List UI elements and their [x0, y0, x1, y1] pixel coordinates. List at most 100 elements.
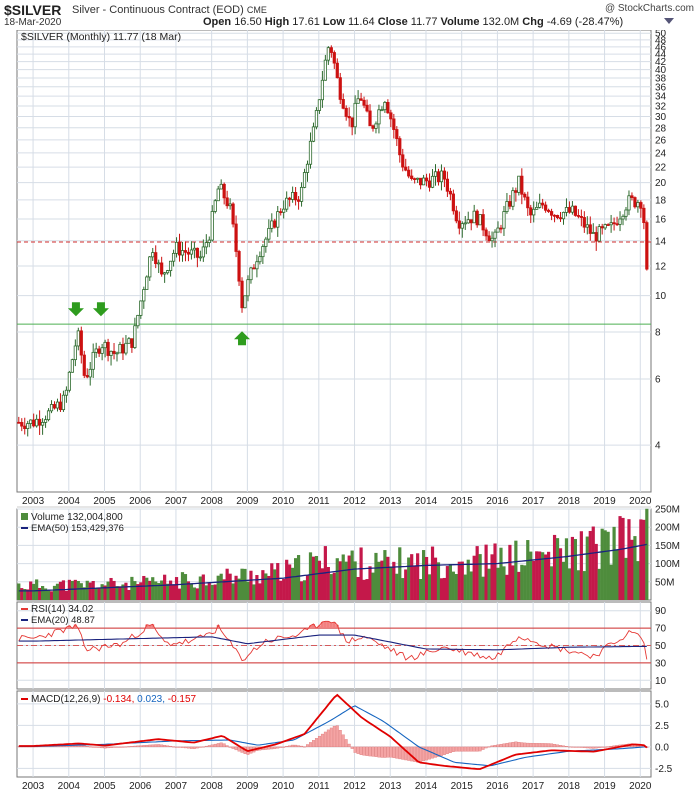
macd-histogram-bar — [481, 746, 485, 750]
volume-bar — [311, 556, 316, 600]
volume-bar — [296, 555, 301, 600]
candle-body — [38, 418, 42, 426]
volume-bar — [26, 589, 30, 600]
volume-bar — [222, 579, 226, 600]
macd-histogram-bar — [457, 746, 461, 752]
candle-body — [127, 338, 131, 344]
candle-body — [285, 197, 289, 210]
volume-bar — [365, 579, 369, 600]
volume-bar — [317, 560, 322, 600]
volume-bar — [383, 550, 387, 600]
macd-histogram-bar — [392, 746, 396, 759]
candle-body — [374, 123, 378, 129]
macd-histogram-bar — [329, 727, 333, 748]
volume-bar — [615, 549, 619, 600]
candle-body — [645, 222, 649, 270]
candle-body — [32, 419, 36, 427]
candle-body — [204, 242, 208, 248]
macd-histogram-bar — [166, 745, 170, 748]
volume-bar — [505, 574, 509, 600]
macd-histogram-bar — [184, 746, 187, 749]
macd-histogram-bar — [603, 746, 607, 748]
macd-histogram-bar — [600, 746, 604, 748]
macd-histogram-bar — [585, 746, 589, 749]
candle-body — [49, 404, 54, 412]
macd-histogram-bar — [475, 746, 479, 752]
candle-body — [335, 62, 339, 79]
macd-histogram-bar — [300, 745, 304, 748]
macd-histogram-bar — [231, 746, 235, 749]
volume-bar — [341, 554, 345, 600]
macd-histogram-bar — [499, 743, 503, 748]
candle-body — [573, 205, 577, 216]
candle-body — [240, 280, 244, 309]
macd-histogram-bar — [487, 746, 491, 748]
exchange-text: CME — [246, 5, 267, 15]
volume-bar — [374, 552, 378, 600]
macd-histogram-bar — [338, 730, 342, 748]
candle-body — [514, 190, 518, 193]
macd-histogram-bar — [362, 746, 366, 756]
candle-body — [210, 211, 214, 241]
volume-bar — [288, 564, 292, 600]
volume-bar — [392, 561, 396, 600]
candle-body — [320, 79, 324, 101]
volume-bar — [261, 570, 265, 600]
candle-body — [508, 201, 512, 207]
volume-bar — [532, 560, 536, 600]
volume-bar — [291, 567, 295, 600]
macd-histogram-bar — [157, 744, 161, 748]
candle-body — [424, 177, 429, 182]
candle-body — [427, 180, 432, 188]
macd-histogram-bar — [398, 746, 402, 760]
candle-body — [377, 109, 381, 125]
volume-y-tick-label: 100M — [655, 559, 680, 570]
low-value: 11.64 — [347, 16, 375, 28]
candle-body — [344, 107, 348, 117]
candle-body — [222, 183, 226, 199]
macd-histogram-bar — [490, 745, 494, 748]
candle-body — [392, 118, 396, 130]
macd-histogram-bar — [505, 742, 509, 748]
macd-histogram-bar — [547, 743, 551, 748]
candle-body — [323, 59, 327, 81]
price-y-tick-label: 16 — [655, 215, 667, 226]
macd-histogram-bar — [419, 746, 423, 763]
volume-bar — [427, 574, 432, 600]
rsi-y-tick-label: 90 — [655, 606, 667, 617]
macd-histogram-bar — [276, 746, 280, 749]
candle-body — [317, 99, 322, 111]
macd-histogram-bar — [186, 746, 190, 749]
volume-bar — [204, 585, 208, 600]
dropdown-triangle-icon[interactable] — [664, 18, 674, 24]
macd-histogram-bar — [320, 733, 324, 748]
x-tick-label-bottom: 2017 — [522, 781, 545, 792]
x-tick-label-bottom: 2018 — [558, 781, 581, 792]
macd-histogram-bar — [204, 745, 208, 748]
volume-bar — [517, 571, 521, 600]
candle-body — [523, 193, 527, 198]
volume-y-tick-label: 250M — [655, 505, 680, 516]
volume-bar — [282, 578, 286, 600]
x-tick-label: 2015 — [451, 496, 474, 507]
rsi-y-tick-label: 50 — [655, 641, 667, 652]
macd-histogram-bar — [303, 746, 306, 748]
volume-bar — [541, 552, 545, 600]
candle-body — [305, 163, 310, 173]
candle-body — [255, 261, 259, 270]
macd-histogram-bar — [350, 746, 354, 749]
macd-histogram-bar — [294, 744, 298, 748]
candle-body — [552, 214, 557, 217]
candle-body — [151, 252, 155, 258]
macd-histogram-bar — [469, 746, 473, 752]
candle-body — [430, 175, 435, 188]
rsi-overbought-fill — [332, 622, 336, 629]
x-tick-label: 2005 — [93, 496, 116, 507]
volume-bar — [76, 580, 80, 600]
volume-bar — [326, 567, 330, 600]
candle-body — [109, 350, 113, 356]
candle-body — [273, 220, 277, 228]
candle-body — [195, 247, 199, 258]
candle-body — [407, 169, 411, 177]
macd-histogram-bar — [82, 745, 86, 748]
